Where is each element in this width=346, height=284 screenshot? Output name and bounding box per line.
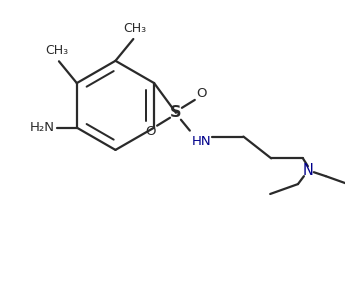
Text: CH₃: CH₃: [124, 22, 147, 35]
Text: S: S: [170, 105, 182, 120]
Text: HN: HN: [192, 135, 211, 148]
Text: N: N: [302, 163, 313, 178]
Text: H₂N: H₂N: [30, 121, 55, 134]
Text: O: O: [145, 125, 155, 138]
Text: CH₃: CH₃: [45, 44, 69, 57]
Text: O: O: [197, 87, 207, 101]
